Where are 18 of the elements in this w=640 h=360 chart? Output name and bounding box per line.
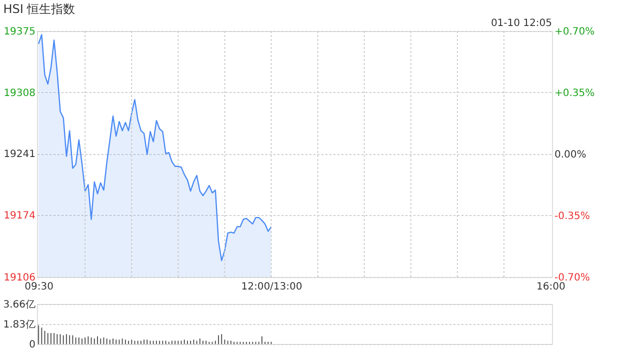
- y2-tick-label: 0.00%: [554, 150, 586, 160]
- y2-tick-label: -0.35%: [554, 211, 590, 222]
- y-tick-label: 3.66亿: [3, 300, 36, 310]
- x-tick-label: 12:00/13:00: [241, 282, 302, 292]
- y-tick-label: 0: [29, 340, 36, 350]
- y-tick-label: 19106: [4, 272, 36, 284]
- y2-tick-label: +0.35%: [554, 88, 595, 99]
- y-tick-label: 1.83亿: [3, 320, 36, 330]
- chart-title: HSI 恒生指数: [3, 2, 76, 16]
- y2-tick-label: -0.70%: [554, 272, 590, 284]
- text: 01-10 12:05: [490, 18, 552, 29]
- y-tick-label: 19375: [4, 26, 36, 38]
- x-tick-label: 16:00: [536, 282, 566, 292]
- y-tick-label: 19241: [4, 149, 36, 160]
- y-tick-label: 19174: [4, 210, 36, 222]
- y-tick-label: 19308: [4, 88, 36, 99]
- x-tick-label: 09:30: [24, 282, 54, 292]
- y2-tick-label: +0.70%: [554, 26, 595, 38]
